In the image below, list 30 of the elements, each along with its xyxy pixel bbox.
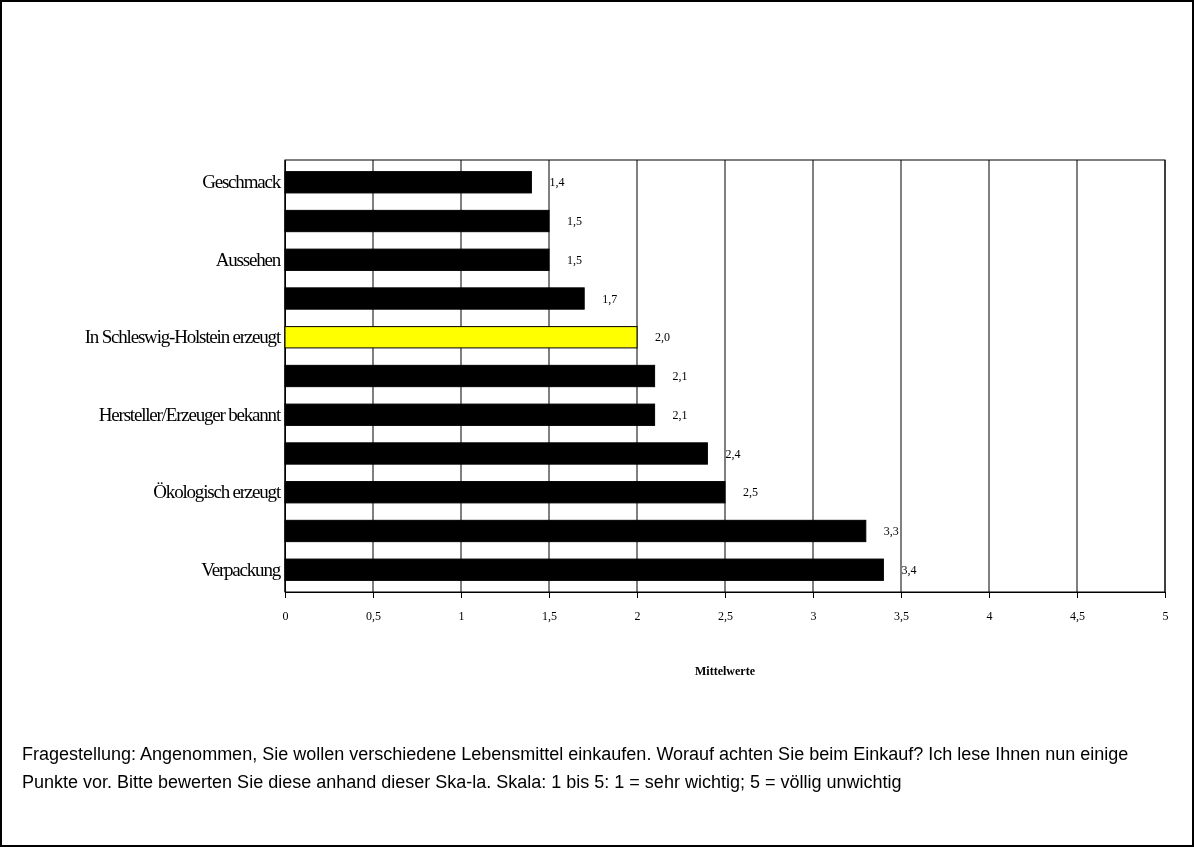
data-label: 3,4 [901,562,917,577]
data-label: 2,5 [743,485,758,500]
data-label: 1,5 [567,214,582,229]
x-tick-label: 0 [282,609,289,624]
data-label: 1,4 [549,175,565,190]
x-tick-label: 1,5 [542,609,557,624]
data-label: 2,0 [655,330,670,345]
x-tick-label: 5 [1162,609,1169,624]
x-tick-label: 1 [458,609,465,624]
x-tick-label: 4,5 [1070,609,1085,624]
text: Fragestellung: Angenommen, Sie wollen verschiedene Lebensmittel einkaufen. Worauf achten Sie beim Einkauf? Ich lese Ihnen nun einige Punkte vor. Bitte bewerten Sie diese anhand dieser Ska-la. Skala: 1 bis 5: 1 = sehr wichtig; 5 = völlig unwichtig [22,743,1130,794]
x-tick-label: 2 [634,609,641,624]
y-tick-label: Geschmack [202,171,282,193]
y-tick-label: Aussehen [215,248,282,270]
data-label: 2,1 [672,369,688,384]
y-tick-label: Verpackung [201,558,282,580]
data-label: 1,5 [567,252,582,267]
x-tick-label: 3 [810,609,817,624]
y-tick-label: Ökologisch erzeugt [153,481,282,503]
data-label: 2,4 [725,446,741,461]
x-tick-label: 2,5 [718,609,733,624]
data-label: 3,3 [883,524,899,539]
y-tick-label: Hersteller/Erzeuger bekannt [98,403,282,425]
x-tick-label: 0,5 [366,609,381,624]
data-label: 2,1 [672,407,688,422]
y-tick-label: In Schleswig-Holstein erzeugt [84,326,282,348]
x-axis-title: Mittelwerte [695,664,756,678]
x-tick-label: 4 [986,609,993,624]
data-label: 1,7 [602,291,618,306]
x-tick-label: 3,5 [894,609,909,624]
